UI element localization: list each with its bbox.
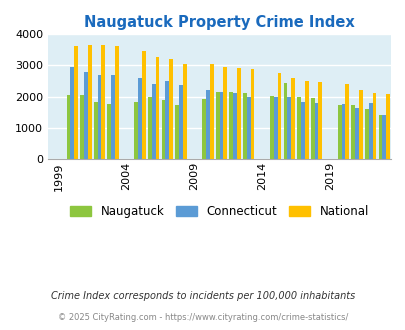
Bar bbox=[161, 100, 165, 159]
Bar bbox=[242, 93, 246, 159]
Text: Crime Index corresponds to incidents per 100,000 inhabitants: Crime Index corresponds to incidents per… bbox=[51, 291, 354, 301]
Bar bbox=[232, 93, 237, 159]
Bar bbox=[382, 115, 385, 159]
Bar bbox=[287, 97, 290, 159]
Bar bbox=[151, 84, 155, 159]
Bar bbox=[318, 82, 321, 159]
Bar bbox=[66, 95, 70, 159]
Bar bbox=[246, 97, 250, 159]
Bar bbox=[273, 97, 277, 159]
Legend: Naugatuck, Connecticut, National: Naugatuck, Connecticut, National bbox=[65, 200, 373, 223]
Bar bbox=[87, 45, 92, 159]
Bar bbox=[94, 102, 97, 159]
Bar bbox=[250, 69, 254, 159]
Bar bbox=[219, 92, 223, 159]
Bar bbox=[209, 64, 213, 159]
Bar bbox=[134, 102, 138, 159]
Bar bbox=[296, 97, 300, 159]
Bar bbox=[385, 94, 389, 159]
Bar bbox=[354, 108, 358, 159]
Bar bbox=[237, 68, 240, 159]
Title: Naugatuck Property Crime Index: Naugatuck Property Crime Index bbox=[84, 15, 354, 30]
Bar bbox=[206, 90, 209, 159]
Bar bbox=[101, 45, 105, 159]
Bar bbox=[337, 105, 341, 159]
Bar bbox=[300, 102, 304, 159]
Bar bbox=[155, 56, 159, 159]
Bar bbox=[84, 72, 87, 159]
Bar bbox=[182, 64, 186, 159]
Bar bbox=[345, 84, 348, 159]
Bar bbox=[223, 67, 227, 159]
Bar bbox=[80, 95, 84, 159]
Bar bbox=[290, 78, 294, 159]
Text: © 2025 CityRating.com - https://www.cityrating.com/crime-statistics/: © 2025 CityRating.com - https://www.city… bbox=[58, 313, 347, 322]
Bar bbox=[372, 93, 375, 159]
Bar bbox=[142, 51, 145, 159]
Bar bbox=[351, 105, 354, 159]
Bar bbox=[215, 92, 219, 159]
Bar bbox=[314, 103, 318, 159]
Bar bbox=[277, 73, 281, 159]
Bar bbox=[358, 90, 362, 159]
Bar bbox=[111, 75, 115, 159]
Bar bbox=[364, 109, 368, 159]
Bar bbox=[74, 46, 78, 159]
Bar bbox=[97, 75, 101, 159]
Bar bbox=[229, 92, 232, 159]
Bar bbox=[179, 85, 182, 159]
Bar bbox=[283, 82, 287, 159]
Bar bbox=[368, 103, 372, 159]
Bar bbox=[165, 81, 169, 159]
Bar bbox=[310, 98, 314, 159]
Bar bbox=[341, 104, 345, 159]
Bar bbox=[107, 104, 111, 159]
Bar bbox=[138, 78, 142, 159]
Bar bbox=[202, 99, 206, 159]
Bar bbox=[148, 97, 151, 159]
Bar bbox=[169, 59, 173, 159]
Bar bbox=[70, 67, 74, 159]
Bar bbox=[115, 47, 119, 159]
Bar bbox=[269, 96, 273, 159]
Bar bbox=[304, 81, 308, 159]
Bar bbox=[377, 115, 382, 159]
Bar bbox=[175, 105, 179, 159]
